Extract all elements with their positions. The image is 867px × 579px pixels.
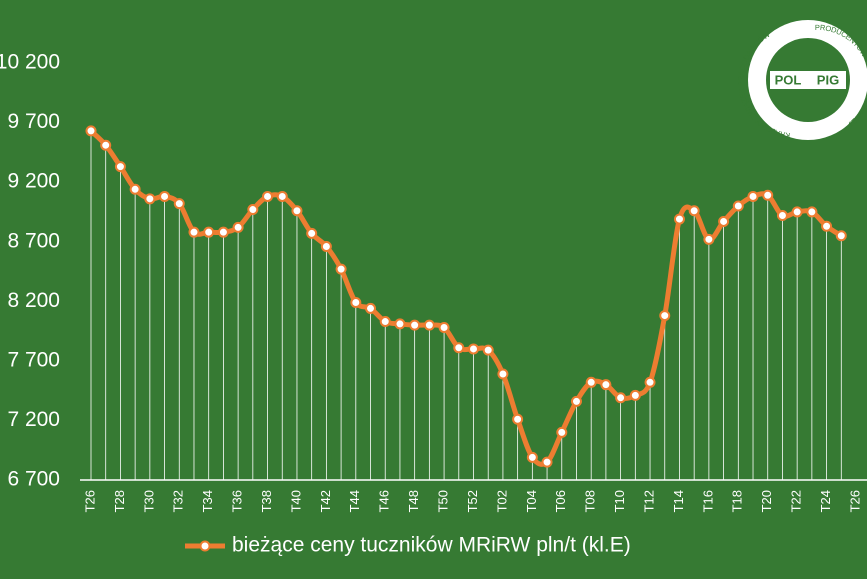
marker xyxy=(629,389,641,401)
marker xyxy=(320,240,332,252)
marker xyxy=(129,183,141,195)
legend-label: bieżące ceny tuczników MRiRW pln/t (kl.E… xyxy=(232,534,631,557)
marker xyxy=(217,226,229,238)
x-tick-label: T34 xyxy=(200,490,215,512)
x-tick-label: T20 xyxy=(759,490,774,512)
marker xyxy=(409,319,421,331)
marker xyxy=(673,213,685,225)
marker xyxy=(247,204,259,216)
marker xyxy=(791,206,803,218)
y-tick-label: 10 200 xyxy=(0,51,60,74)
marker xyxy=(497,368,509,380)
y-tick-label: 9 700 xyxy=(7,110,60,133)
y-tick-label: 7 700 xyxy=(7,348,60,371)
logo-text: POL xyxy=(775,72,802,87)
logo-band xyxy=(770,71,846,89)
marker xyxy=(806,206,818,218)
x-tick-label: T52 xyxy=(465,490,480,512)
series-line xyxy=(89,129,843,467)
x-tick-label: T32 xyxy=(171,490,186,512)
x-tick-label: T04 xyxy=(524,490,539,512)
marker xyxy=(188,226,200,238)
marker xyxy=(291,205,303,217)
marker xyxy=(438,321,450,333)
marker xyxy=(703,233,715,245)
marker xyxy=(526,451,538,463)
marker xyxy=(600,379,612,391)
x-tick-label: T48 xyxy=(406,490,421,512)
y-tick-label: 8 200 xyxy=(7,289,60,312)
x-tick-label: T12 xyxy=(641,490,656,512)
y-tick-label: 8 700 xyxy=(7,229,60,252)
x-tick-label: T08 xyxy=(583,490,598,512)
x-tick-label: T42 xyxy=(318,490,333,512)
x-tick-label: T06 xyxy=(553,490,568,512)
marker xyxy=(306,227,318,239)
marker xyxy=(615,392,627,404)
marker xyxy=(173,198,185,210)
marker xyxy=(585,376,597,388)
marker xyxy=(379,316,391,328)
marker xyxy=(776,210,788,222)
marker xyxy=(659,310,671,322)
legend-marker xyxy=(199,540,211,552)
marker xyxy=(144,193,156,205)
x-tick-label: T46 xyxy=(377,490,392,512)
marker xyxy=(262,190,274,202)
marker xyxy=(512,413,524,425)
x-tick-label: T26 xyxy=(847,490,862,512)
marker xyxy=(732,200,744,212)
marker xyxy=(541,456,553,468)
x-tick-label: T16 xyxy=(700,490,715,512)
marker xyxy=(114,161,126,173)
x-tick-label: T26 xyxy=(82,490,97,512)
marker xyxy=(570,395,582,407)
marker xyxy=(688,205,700,217)
x-tick-label: T22 xyxy=(789,490,804,512)
marker xyxy=(468,343,479,355)
marker xyxy=(100,139,112,151)
marker xyxy=(482,344,494,356)
logo-text: PIG xyxy=(817,72,839,87)
marker xyxy=(556,426,568,438)
marker xyxy=(85,125,97,137)
marker xyxy=(747,190,759,202)
marker xyxy=(335,263,347,275)
x-tick-label: T50 xyxy=(436,490,451,512)
y-tick-label: 7 200 xyxy=(7,408,60,431)
x-tick-label: T18 xyxy=(730,490,745,512)
x-tick-label: T02 xyxy=(494,490,509,512)
marker xyxy=(350,296,362,308)
marker xyxy=(203,226,215,238)
marker xyxy=(835,230,847,242)
marker xyxy=(365,302,377,314)
x-tick-label: T24 xyxy=(818,490,833,512)
marker xyxy=(423,319,435,331)
marker xyxy=(394,318,406,330)
x-tick-label: T40 xyxy=(288,490,303,512)
x-tick-label: T36 xyxy=(230,490,245,512)
marker xyxy=(718,215,730,227)
x-tick-label: T44 xyxy=(347,490,362,512)
marker xyxy=(644,376,656,388)
x-tick-label: T38 xyxy=(259,490,274,512)
marker xyxy=(159,190,171,202)
y-tick-label: 9 200 xyxy=(7,170,60,193)
marker xyxy=(821,220,833,232)
y-tick-label: 6 700 xyxy=(7,468,60,491)
marker xyxy=(762,189,774,201)
x-tick-label: T14 xyxy=(671,490,686,512)
x-tick-label: T10 xyxy=(612,490,627,512)
marker xyxy=(276,190,288,202)
marker xyxy=(453,342,465,354)
marker xyxy=(232,221,244,233)
logo: POL PIG KRAJOWY ZWIĄZEK PRACODAWCÓW PROD… xyxy=(736,20,867,140)
x-tick-label: T28 xyxy=(112,490,127,512)
x-tick-label: T30 xyxy=(141,490,156,512)
